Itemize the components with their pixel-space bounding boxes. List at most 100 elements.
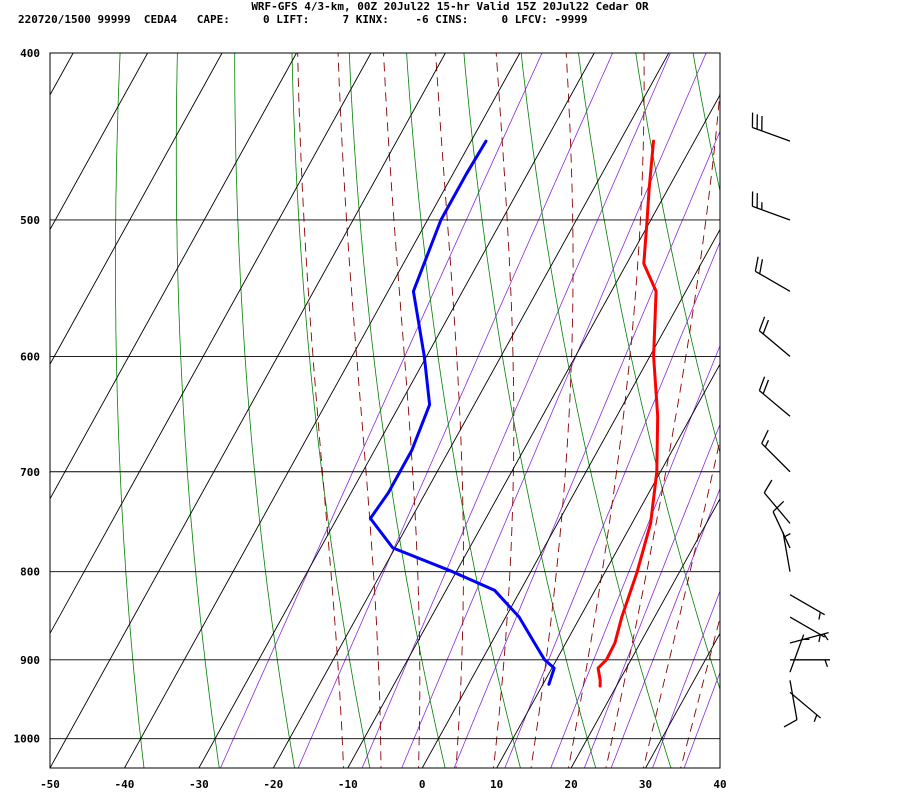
mixing-ratio-line bbox=[652, 590, 720, 768]
wind-barb bbox=[789, 691, 822, 723]
isotherm-line bbox=[570, 497, 720, 768]
wind-barb-feather bbox=[764, 440, 770, 448]
wind-barb-feather bbox=[762, 379, 770, 395]
y-tick-label: 500 bbox=[20, 214, 40, 227]
wind-barb-shaft bbox=[758, 330, 791, 357]
wind-barb-shaft bbox=[789, 634, 805, 673]
isotherm-line bbox=[50, 53, 149, 231]
wind-barb-feather bbox=[758, 316, 766, 331]
x-tick-label: -50 bbox=[40, 778, 60, 791]
wind-barb bbox=[789, 594, 825, 620]
moist-adiabat bbox=[642, 438, 720, 768]
wind-barb bbox=[763, 479, 791, 524]
moist-adiabat bbox=[605, 86, 720, 768]
y-tick-label: 900 bbox=[20, 654, 40, 667]
dry-adiabat bbox=[291, 53, 371, 768]
wind-barb-feather bbox=[818, 634, 821, 642]
wind-barb-feather bbox=[824, 659, 829, 668]
x-tick-label: -40 bbox=[115, 778, 135, 791]
dry-adiabat bbox=[175, 53, 220, 768]
wind-barb bbox=[758, 316, 791, 357]
wind-barb-shaft bbox=[755, 270, 791, 292]
moist-adiabat bbox=[383, 53, 421, 768]
isotherm-line bbox=[50, 53, 297, 500]
wind-barb bbox=[758, 376, 791, 417]
x-tick-label: 20 bbox=[564, 778, 577, 791]
wind-barb bbox=[751, 112, 791, 142]
isotherm-line bbox=[496, 363, 720, 768]
dry-adiabat bbox=[115, 53, 145, 768]
moist-adiabat bbox=[568, 53, 645, 768]
x-axis-ticks: -50 -40 -30 -20 -10 0 10 20 30 40 bbox=[40, 778, 727, 791]
wind-barb bbox=[789, 632, 829, 644]
wind-barb bbox=[790, 659, 830, 668]
isotherm-line bbox=[50, 53, 223, 366]
y-tick-label: 1000 bbox=[14, 733, 41, 746]
wind-barb bbox=[761, 429, 791, 473]
wind-barb bbox=[783, 680, 798, 728]
dry-adiabat bbox=[749, 44, 900, 772]
moist-adiabat bbox=[337, 53, 382, 768]
wind-barb-shaft bbox=[752, 205, 791, 221]
wind-barb bbox=[782, 532, 791, 572]
mixing-ratio-line bbox=[220, 53, 543, 768]
wind-barb-shaft bbox=[789, 616, 825, 638]
dry-adiabat bbox=[692, 53, 720, 193]
y-axis-ticks: 400 500 600 700 800 900 1000 bbox=[14, 47, 41, 746]
wind-barb-feather bbox=[783, 719, 798, 728]
isotherm-line bbox=[645, 632, 720, 768]
x-tick-label: -20 bbox=[263, 778, 283, 791]
wind-barb-shaft bbox=[782, 532, 791, 572]
isotherm-line bbox=[421, 228, 720, 768]
isotherm-line bbox=[50, 53, 372, 635]
dry-adiabat bbox=[806, 44, 900, 772]
moist-adiabat bbox=[530, 53, 574, 768]
wind-barb-shaft bbox=[789, 594, 825, 616]
x-tick-label: 30 bbox=[639, 778, 652, 791]
y-tick-label: 400 bbox=[20, 47, 40, 60]
sounding-stats-line: 220720/1500 99999 CEDA4 CAPE: 0 LIFT: 7 … bbox=[18, 13, 588, 26]
wind-barb bbox=[751, 191, 791, 221]
moist-adiabat bbox=[680, 616, 720, 768]
wind-barb-feather bbox=[759, 259, 764, 274]
wind-barb-feather bbox=[783, 533, 791, 538]
wind-barb-shaft bbox=[789, 632, 829, 644]
plot-frame bbox=[49, 52, 721, 769]
wind-barb-feather bbox=[813, 714, 818, 723]
dry-adiabat bbox=[406, 53, 521, 768]
sounding-traces bbox=[368, 139, 660, 688]
isotherm-line bbox=[272, 53, 670, 768]
dry-adiabat bbox=[463, 53, 597, 768]
moist-adiabat bbox=[493, 53, 515, 768]
wind-barb-shaft bbox=[789, 691, 822, 719]
x-tick-label: 40 bbox=[713, 778, 726, 791]
dry-adiabat bbox=[520, 53, 672, 768]
isotherm-line bbox=[719, 767, 720, 768]
wind-barb-feather bbox=[754, 256, 759, 272]
x-tick-label: -30 bbox=[189, 778, 209, 791]
wind-barb-feather bbox=[762, 319, 770, 335]
dewpoint-trace bbox=[368, 139, 556, 686]
mixing-ratio-line bbox=[504, 241, 720, 768]
mixing-ratio-line bbox=[583, 423, 720, 768]
isotherm-line bbox=[50, 53, 446, 768]
chart-title: WRF-GFS 4/3-km, 00Z 20Jul22 15-hr Valid … bbox=[251, 0, 649, 13]
wind-barb-shaft bbox=[789, 680, 798, 720]
moist-adiabat bbox=[297, 53, 344, 768]
mixing-ratio-line bbox=[401, 53, 707, 768]
y-tick-label: 800 bbox=[20, 566, 40, 579]
dry-adiabat bbox=[348, 53, 446, 768]
dry-adiabat bbox=[234, 53, 296, 768]
wind-barb-shaft bbox=[772, 511, 791, 549]
x-tick-label: -10 bbox=[338, 778, 358, 791]
wind-barb-feather bbox=[818, 612, 821, 620]
wind-barb-shaft bbox=[752, 126, 791, 142]
x-tick-label: 10 bbox=[490, 778, 503, 791]
moist-adiabat bbox=[435, 53, 464, 768]
wind-barb-feather bbox=[758, 376, 766, 391]
y-tick-label: 600 bbox=[20, 350, 40, 363]
isotherm-isobar-grid bbox=[50, 53, 720, 768]
dry-adiabat bbox=[863, 44, 900, 772]
thermodynamic-background bbox=[115, 44, 900, 772]
